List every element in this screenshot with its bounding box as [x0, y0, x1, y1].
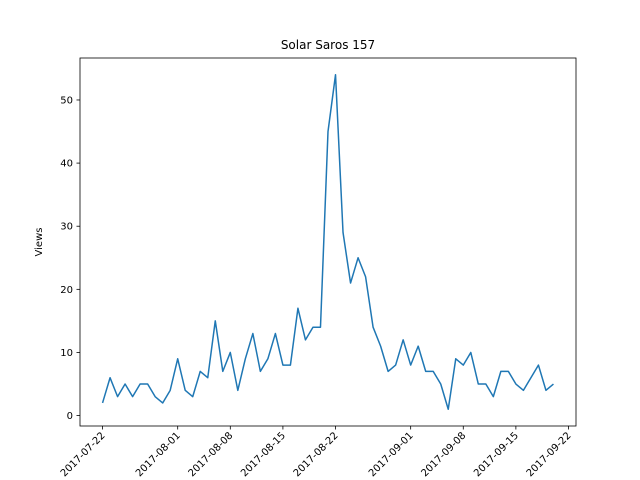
x-tick-label: 2017-08-15 [239, 430, 288, 479]
line [101, 73, 554, 411]
y-tick-label: 20 [60, 285, 73, 296]
x-tick-label: 2017-09-01 [367, 430, 416, 479]
x-tick-label: 2017-09-08 [420, 430, 469, 479]
y-tick-label: 0 [67, 411, 73, 422]
y-tick-label: 40 [60, 159, 73, 170]
y-tick-label: 30 [60, 222, 73, 233]
x-tick-label: 2017-07-22 [59, 430, 108, 479]
x-tick-label: 2017-09-15 [472, 430, 521, 479]
y-tick-label: 10 [60, 348, 73, 359]
y-tick-label: 50 [60, 95, 73, 106]
x-tick-label: 2017-09-22 [525, 430, 574, 479]
plot-frame [79, 57, 577, 427]
x-tick-label: 2017-08-22 [292, 430, 341, 479]
y-axis-label: Views [34, 228, 45, 257]
x-tick-label: 2017-08-08 [187, 430, 236, 479]
chart-title: Solar Saros 157 [281, 38, 375, 52]
x-tick-label: 2017-08-01 [134, 430, 183, 479]
